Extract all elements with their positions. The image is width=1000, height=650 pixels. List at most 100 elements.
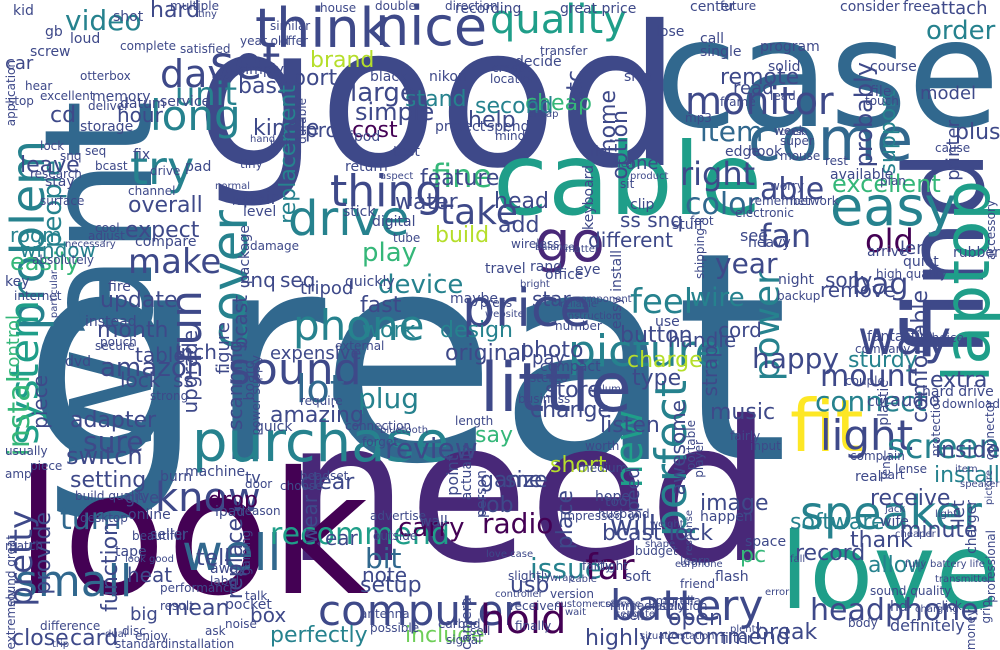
cloud-word: durable — [295, 98, 309, 144]
cloud-word: deliver — [88, 99, 130, 113]
cloud-word: noise — [225, 617, 257, 631]
cloud-word: perfectly — [270, 623, 368, 648]
cloud-word: help — [468, 108, 516, 133]
cloud-word: wall — [420, 514, 448, 530]
cloud-word: handle — [668, 328, 737, 352]
cloud-word: cool — [95, 221, 120, 235]
cloud-word: play — [362, 238, 418, 268]
cloud-word: balance — [535, 242, 575, 253]
cloud-word: speaker — [960, 479, 1000, 490]
cloud-word: aspect — [380, 171, 414, 182]
cloud-word: job — [480, 493, 514, 518]
cloud-word: cable — [493, 121, 763, 238]
cloud-word: light — [820, 411, 914, 460]
cloud-word: mean — [167, 596, 230, 621]
cloud-word: kindle — [253, 116, 320, 141]
cloud-word: pocket — [225, 597, 272, 613]
cloud-word: course — [870, 59, 917, 75]
cloud-word: stereo — [530, 371, 568, 385]
cloud-word: fantastic — [867, 329, 928, 345]
cloud-word: need — [285, 379, 773, 606]
cloud-word: simply — [238, 62, 284, 78]
cloud-word: signal — [446, 633, 482, 647]
cloud-word: old — [865, 222, 914, 260]
cloud-word: impressed — [560, 509, 623, 523]
cloud-word: bag — [852, 267, 909, 302]
cloud-word: music — [710, 400, 776, 425]
cloud-word: seq — [280, 268, 316, 292]
cloud-word: picture — [568, 326, 722, 377]
cloud-word: charge — [627, 348, 703, 373]
cloud-word: tell — [196, 546, 231, 571]
cloud-word: strap — [698, 345, 722, 397]
cloud-word: piece — [30, 459, 63, 473]
cloud-word: rest — [825, 154, 849, 168]
cloud-word: ipod — [350, 129, 381, 145]
cloud-word: connector — [983, 400, 997, 461]
cloud-word: short — [550, 453, 607, 478]
cloud-word: travel — [485, 261, 526, 277]
cloud-word: will — [610, 509, 657, 542]
cloud-word: outside — [373, 529, 418, 543]
cloud-word: internet — [14, 289, 62, 303]
cloud-word: result — [160, 599, 194, 613]
cloud-word: amp — [5, 467, 32, 481]
cloud-word: direction — [445, 0, 498, 13]
cloud-word: earbud — [438, 617, 481, 631]
cloud-word: flat — [590, 144, 613, 160]
cloud-word: carry — [398, 513, 465, 543]
cloud-word: definitely — [890, 616, 965, 635]
cloud-word: complain — [850, 449, 905, 463]
cloud-word: mind — [495, 129, 526, 143]
cloud-word: lens — [879, 455, 893, 480]
cloud-word: recommend — [658, 625, 790, 650]
cloud-word: record — [795, 541, 866, 566]
cloud-word: wife — [880, 514, 909, 530]
cloud-word: change — [530, 398, 611, 423]
cloud-word: excellent — [40, 89, 95, 103]
cloud-word: finally — [515, 619, 552, 633]
cloud-word: take — [440, 192, 518, 233]
cloud-word: hear — [25, 79, 53, 93]
cloud-word: fast — [360, 293, 402, 318]
cloud-word: probably — [850, 62, 878, 168]
cloud-word: necessary — [65, 239, 116, 250]
cloud-word: absolutely — [32, 253, 95, 267]
cloud-word: computer — [318, 586, 521, 635]
cloud-word: high quality — [876, 267, 948, 281]
cloud-word: wait — [565, 607, 587, 618]
cloud-word: go — [535, 210, 605, 275]
cloud-word: make — [128, 242, 222, 282]
cloud-word: solid — [768, 59, 801, 75]
cloud-word: issue — [530, 552, 602, 585]
cloud-word: long — [150, 91, 241, 140]
cloud-word: work — [362, 318, 416, 343]
cloud-word: space — [745, 534, 787, 550]
cloud-word: cheap — [528, 109, 559, 120]
cloud-word: control — [3, 315, 24, 378]
cloud-word: fine — [432, 157, 493, 195]
cloud-word: gaming — [239, 530, 253, 576]
cloud-word: matter — [565, 244, 599, 255]
cloud-word: adjust — [88, 229, 125, 243]
cloud-word: remember — [750, 194, 813, 208]
cloud-word: tablet — [135, 343, 194, 367]
cloud-word: headset — [300, 469, 349, 483]
cloud-word: add — [498, 213, 540, 238]
cloud-word: require — [300, 394, 343, 408]
cloud-word: performance — [160, 581, 237, 595]
cloud-word: remove — [820, 278, 896, 302]
cloud-word: turn — [60, 502, 122, 537]
cloud-word: portable — [684, 420, 698, 471]
cloud-word: pair — [243, 188, 278, 209]
cloud-word: edge — [725, 144, 760, 160]
cloud-word: person — [474, 470, 490, 518]
cloud-word: stay — [45, 174, 75, 190]
cloud-word: kid — [13, 3, 34, 19]
cloud-word: key — [5, 274, 30, 290]
cloud-word: sit — [620, 177, 635, 191]
cloud-word: item — [955, 464, 978, 475]
cloud-word: cut — [867, 394, 890, 410]
cloud-word: far — [585, 547, 635, 588]
cloud-word: lock — [40, 139, 65, 153]
